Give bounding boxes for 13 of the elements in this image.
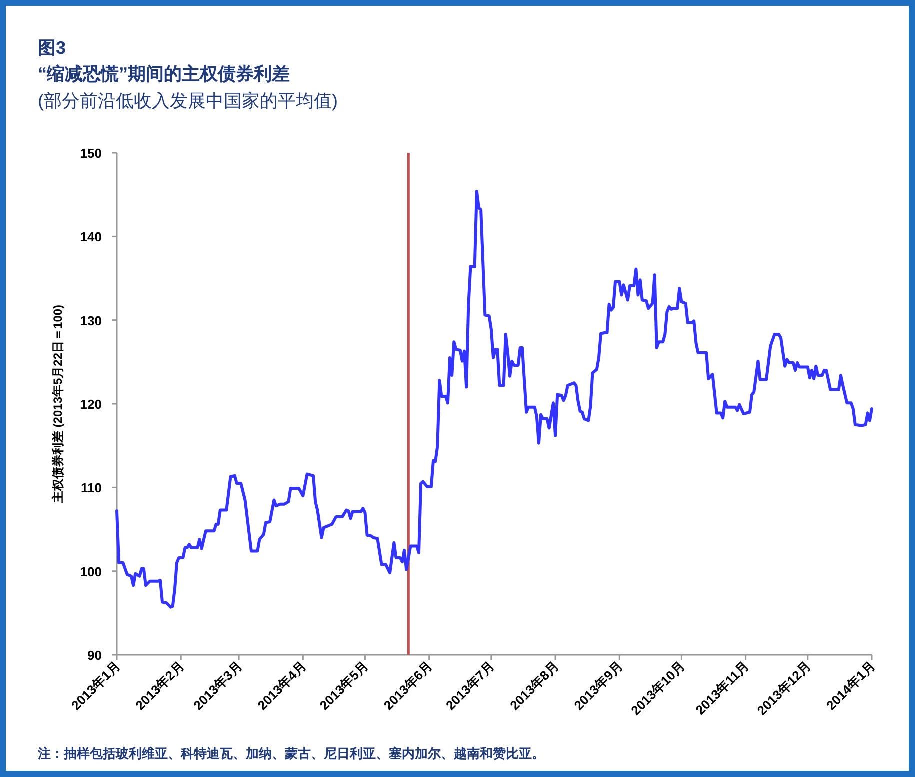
caption: 图3 [38,38,66,58]
line-series [116,190,874,609]
y-tick-label: 110 [81,480,102,496]
text: 注：抽样包括玻利维亚、科特迪瓦、加纳、蒙古、尼日利亚、塞内加尔、越南和赞比亚。 [37,746,545,761]
y-tick-label: 140 [80,230,102,245]
y-tick-label: 130 [80,313,102,328]
y-tick-label: 90 [88,648,102,663]
y-tick-label: 100 [80,564,102,580]
y-tick-label: 150 [80,146,102,161]
y-axis-title: 主权债券利差 (2013年5月22日＝100) [51,304,65,504]
chart-title: “缩减恐慌”期间的主权债券利差 [38,64,290,84]
chart-subtitle: (部分前沿低收入发展中国家的平均值) [38,91,338,111]
y-tick-label: 120 [80,397,102,412]
